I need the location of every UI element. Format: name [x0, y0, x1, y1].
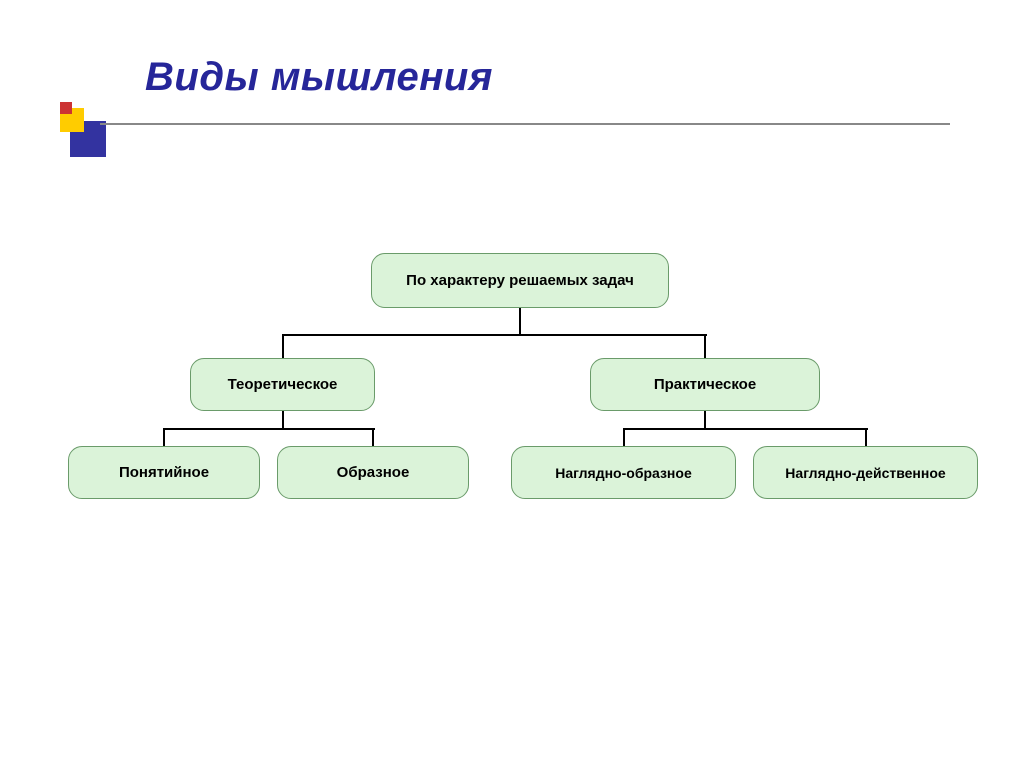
tree-connector: [283, 334, 707, 336]
tree-connector: [282, 411, 284, 428]
tree-node-root: По характеру решаемых задач: [371, 253, 669, 308]
tree-connector: [624, 428, 868, 430]
tree-node-t1: Понятийное: [68, 446, 260, 499]
tree-connector: [282, 334, 284, 358]
tree-node-t2: Образное: [277, 446, 469, 499]
tree-connector: [164, 428, 375, 430]
tree-connector: [163, 428, 165, 446]
tree-connector: [519, 308, 521, 334]
hierarchy-diagram: По характеру решаемых задач Теоретическое…: [0, 0, 1024, 768]
tree-connector: [372, 428, 374, 446]
tree-connector: [623, 428, 625, 446]
tree-connector: [704, 411, 706, 428]
tree-connector: [704, 334, 706, 358]
tree-connector: [865, 428, 867, 446]
tree-node-t: Теоретическое: [190, 358, 375, 411]
tree-node-p2: Наглядно-действенное: [753, 446, 978, 499]
tree-node-p: Практическое: [590, 358, 820, 411]
tree-node-p1: Наглядно-образное: [511, 446, 736, 499]
